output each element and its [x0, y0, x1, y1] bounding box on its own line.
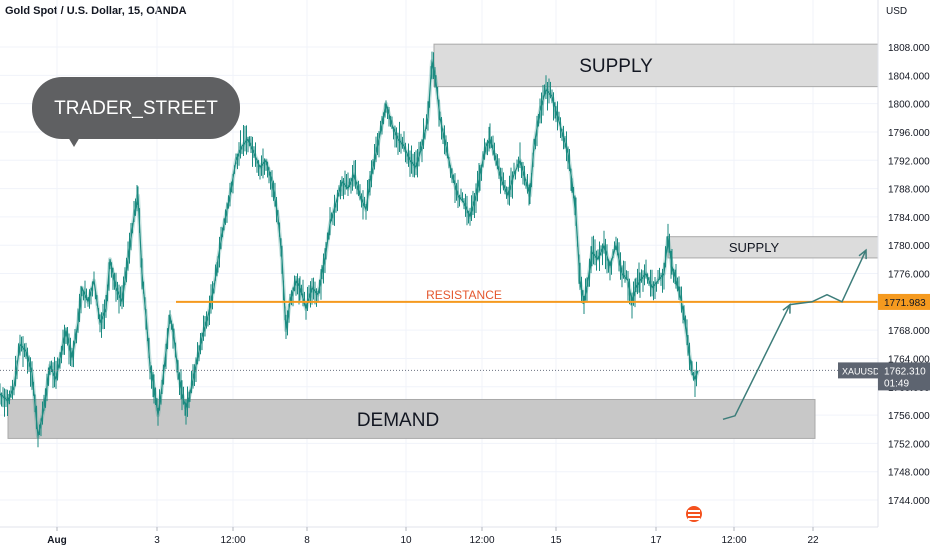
resistance-price-tag	[878, 293, 930, 310]
x-tick-label: 22	[807, 535, 819, 546]
y-tick-label: 1788.000	[888, 185, 930, 196]
x-tick-label: 12:00	[220, 535, 245, 546]
y-tick-label: 1784.000	[888, 213, 930, 224]
x-tick-label: 12:00	[469, 535, 494, 546]
y-tick-label: 1808.000	[888, 43, 930, 54]
x-tick-label: Aug	[47, 535, 66, 546]
demand-label: DEMAND	[357, 410, 439, 431]
bubble-tail	[68, 137, 80, 147]
resistance-price-label: 1771.983	[884, 298, 926, 309]
y-tick-label: 1764.000	[888, 354, 930, 365]
symbol-tag-label: XAUUSD	[842, 366, 880, 376]
event-icon-stripe	[688, 514, 700, 516]
current-price-label: 1762.310	[884, 366, 926, 377]
symbol-tag	[838, 362, 878, 379]
demand-zone[interactable]	[7, 398, 816, 439]
event-icon-stripe	[688, 518, 700, 520]
y-tick-label: 1752.000	[888, 439, 930, 450]
trader-street-label: TRADER_STREET	[54, 98, 218, 119]
resistance-label: RESISTANCE	[426, 288, 502, 302]
supply-label: SUPPLY	[579, 56, 653, 77]
y-tick-label: 1796.000	[888, 128, 930, 139]
y-tick-label: 1780.000	[888, 241, 930, 252]
trader-street-bubble[interactable]	[32, 77, 240, 139]
x-tick-label: 10	[400, 535, 412, 546]
chart-title: Gold Spot / U.S. Dollar, 15, OANDA	[5, 5, 187, 17]
arrow-head	[782, 303, 791, 314]
supply-label: SUPPLY	[729, 240, 780, 255]
currency-label: USD	[886, 6, 908, 17]
y-tick-label: 1744.000	[888, 496, 930, 507]
x-tick-label: 3	[154, 535, 160, 546]
arrow-head	[858, 248, 867, 260]
event-icon-stripe	[688, 510, 700, 512]
x-tick-label: 17	[650, 535, 662, 546]
y-tick-label: 1804.000	[888, 71, 930, 82]
projection-path[interactable]	[722, 249, 867, 421]
x-tick-label: 15	[550, 535, 562, 546]
y-tick-label: 1748.000	[888, 468, 930, 479]
y-tick-label: 1756.000	[888, 411, 930, 422]
y-tick-label: 1800.000	[888, 100, 930, 111]
y-tick-label: 1792.000	[888, 156, 930, 167]
y-tick-label: 1776.000	[888, 270, 930, 281]
y-tick-label: 1768.000	[888, 326, 930, 337]
countdown-label: 01:49	[884, 378, 909, 389]
current-price-tag	[878, 362, 930, 391]
x-tick-label: 12:00	[721, 535, 746, 546]
x-tick-label: 8	[304, 535, 310, 546]
supply-zone[interactable]	[433, 43, 879, 88]
